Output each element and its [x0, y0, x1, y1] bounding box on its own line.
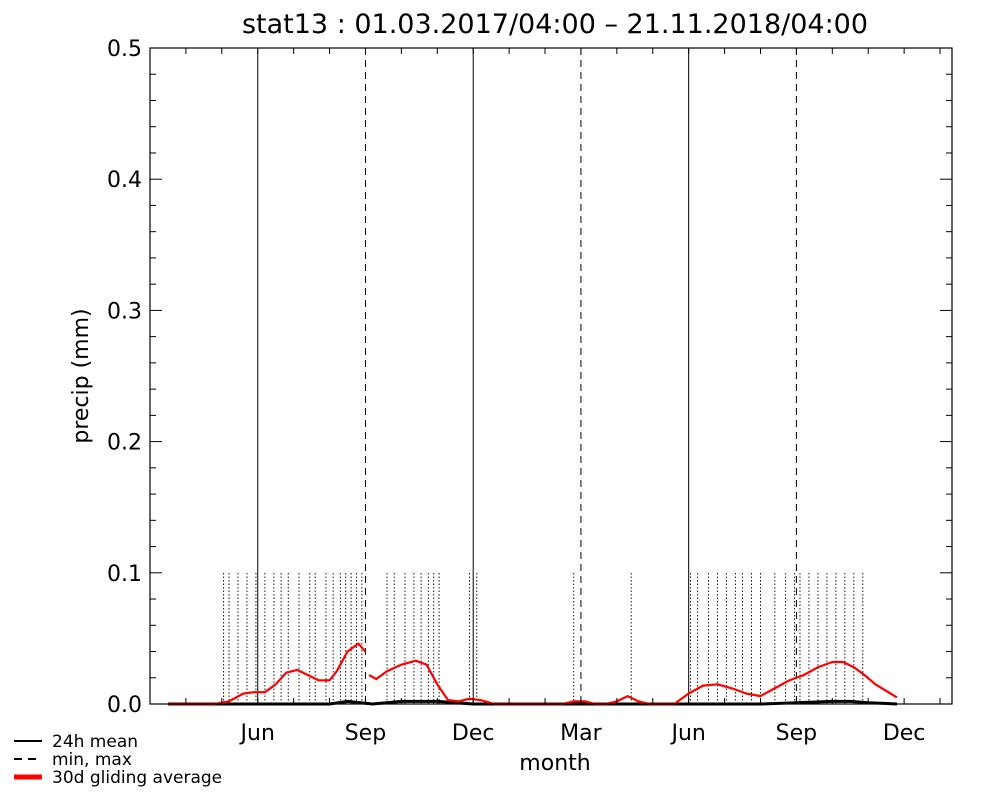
- gliding-average-series: [167, 642, 898, 706]
- plot-frame: [149, 47, 953, 705]
- month-boundary-lines: [149, 48, 797, 704]
- y-axis-title: precip (mm): [69, 308, 94, 443]
- x-axis-ticks: Jun Sep Dec Mar Jun Sep Dec: [149, 48, 941, 746]
- x-tick-label-3: Mar: [560, 721, 602, 746]
- y-tick-label-4: 0.4: [107, 168, 142, 193]
- y-tick-label-2: 0.2: [107, 431, 142, 456]
- y-axis-ticks: 0.0 0.1 0.2 0.3 0.4 0.5: [107, 37, 952, 718]
- x-tick-label-6: Dec: [883, 721, 926, 746]
- min-max-spikes: [223, 572, 864, 704]
- y-tick-label-1: 0.1: [107, 562, 142, 587]
- x-tick-label-4: Jun: [669, 721, 705, 746]
- legend-label-2: 30d gliding average: [52, 768, 222, 788]
- chart-title: stat13 : 01.03.2017/04:00 – 21.11.2018/0…: [242, 9, 868, 40]
- gliding-line-1: [368, 659, 898, 706]
- y-tick-label-5: 0.5: [107, 37, 142, 62]
- x-tick-label-1: Sep: [345, 721, 386, 746]
- y-tick-label-0: 0.0: [107, 693, 142, 718]
- x-tick-label-0: Jun: [239, 721, 275, 746]
- x-tick-label-5: Sep: [776, 721, 817, 746]
- x-tick-label-2: Dec: [452, 721, 495, 746]
- legend-label-0: 24h mean: [52, 732, 138, 752]
- gliding-line-0: [167, 642, 367, 706]
- legend-label-1: min, max: [52, 750, 132, 770]
- y-tick-label-3: 0.3: [107, 299, 142, 324]
- x-axis-title: month: [519, 751, 590, 776]
